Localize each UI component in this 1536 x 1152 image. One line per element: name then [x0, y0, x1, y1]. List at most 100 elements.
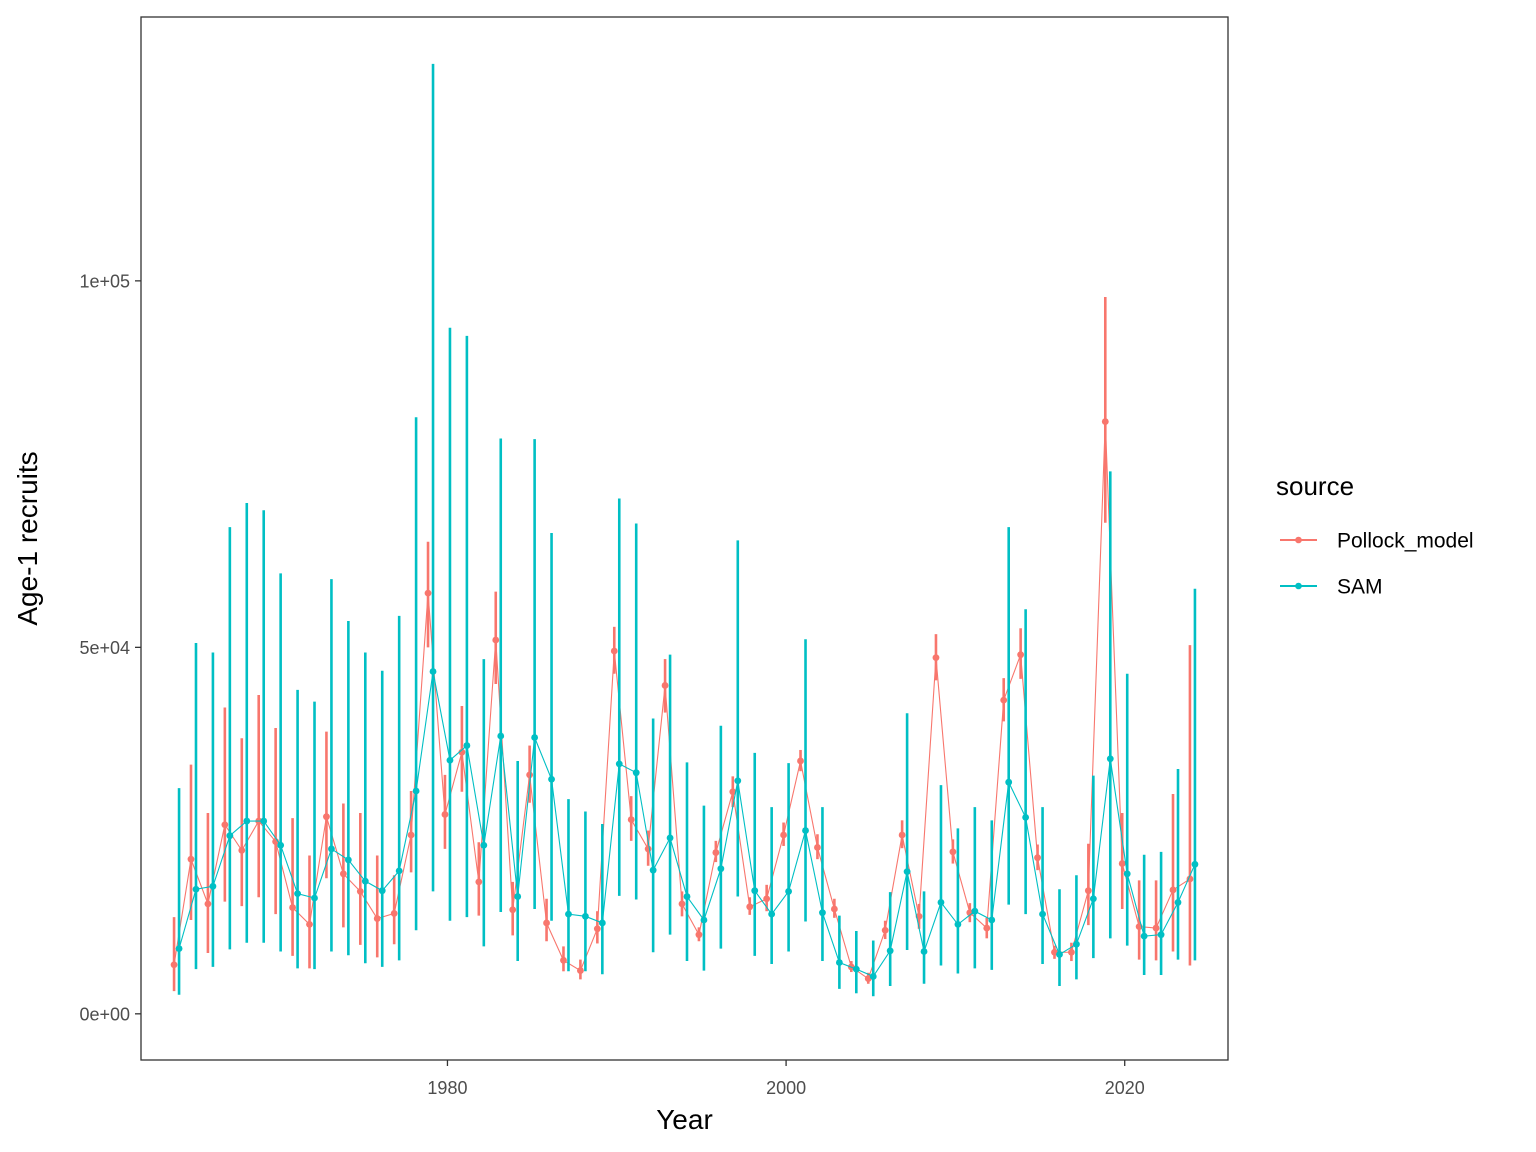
pollock-model-point: [1169, 886, 1177, 894]
sam-point: [615, 760, 623, 768]
sam-point: [869, 973, 877, 980]
sam-point: [954, 921, 962, 928]
sam-point: [920, 948, 928, 955]
sam-point: [395, 867, 403, 875]
pollock-model-point: [221, 821, 229, 829]
pollock-model-point: [695, 931, 703, 939]
sam-point: [819, 909, 826, 917]
pollock-model-point: [661, 682, 669, 689]
sam-point: [294, 890, 301, 898]
pollock-model-point: [441, 811, 449, 818]
pollock-model-point: [289, 904, 296, 911]
sam-point: [243, 817, 251, 825]
sam-point: [1140, 932, 1148, 940]
pollock-model-point: [306, 921, 313, 928]
sam-point: [886, 947, 894, 955]
pollock-model-point: [881, 926, 889, 934]
pollock-model-point: [323, 813, 330, 821]
sam-point: [852, 965, 860, 973]
pollock-model-point: [1084, 887, 1092, 895]
x-axis-title: Year: [656, 1104, 713, 1135]
pollock-model-point: [170, 961, 178, 969]
pollock-model-point: [492, 636, 500, 644]
sam-point: [192, 885, 200, 893]
legend-key-point-sam: [1295, 582, 1302, 590]
x-tick-label: 2020: [1105, 1078, 1145, 1098]
pollock-model-point: [1068, 948, 1075, 956]
pollock-model-point: [763, 895, 771, 903]
pollock-model-point: [204, 900, 212, 908]
sam-point: [565, 910, 572, 918]
pollock-model-point: [830, 905, 838, 913]
sam-point: [378, 887, 386, 895]
sam-point: [361, 877, 369, 885]
legend-label-pollock-model: Pollock_model: [1337, 530, 1474, 553]
pollock-model-point: [458, 748, 466, 756]
sam-point: [1174, 899, 1182, 906]
pollock-model-point: [627, 816, 635, 823]
y-tick-label: 0e+00: [79, 1004, 130, 1024]
pollock-model-point: [1152, 924, 1160, 932]
sam-point: [260, 817, 268, 825]
series-sam: [175, 63, 1199, 997]
y-axis-title: Age-1 recruits: [12, 451, 43, 625]
sam-point: [226, 832, 234, 840]
y-tick-label: 5e+04: [79, 638, 130, 658]
sam-point: [1123, 870, 1131, 878]
sam-point: [666, 834, 674, 842]
pollock-model-point: [983, 924, 991, 932]
legend-item-pollock-model: Pollock_model: [1280, 530, 1474, 553]
sam-point: [1039, 910, 1046, 918]
sam-point: [497, 732, 505, 740]
x-axis: 1980 2000 2020: [427, 1060, 1145, 1098]
pollock-model-point: [949, 848, 957, 856]
pollock-model-point: [577, 967, 584, 974]
y-axis: 0e+00 5e+04 1e+05: [79, 271, 141, 1024]
pollock-model-point: [407, 831, 415, 839]
pollock-model-point: [509, 906, 517, 914]
sam-point: [598, 919, 606, 927]
legend-label-sam: SAM: [1337, 576, 1383, 599]
sam-point: [514, 893, 522, 900]
sam-point: [209, 882, 217, 890]
sam-point: [988, 916, 996, 924]
pollock-model-point: [746, 903, 754, 911]
pollock-model-point: [644, 845, 652, 853]
sam-point: [582, 912, 589, 920]
pollock-model-point: [814, 844, 821, 851]
pollock-model-point: [593, 925, 601, 933]
sam-point: [1056, 951, 1063, 958]
pollock-model-point: [356, 888, 364, 895]
pollock-model-point: [780, 831, 787, 839]
series-layer: [170, 63, 1199, 997]
sam-point: [971, 907, 979, 915]
sam-point: [344, 856, 352, 864]
pollock-model-point: [1101, 418, 1109, 425]
pollock-model-point: [729, 788, 737, 796]
sam-point: [632, 769, 640, 777]
sam-point: [903, 868, 911, 876]
legend: source Pollock_model SAM: [1276, 471, 1474, 599]
sam-point: [1089, 895, 1097, 903]
pollock-model-point: [560, 956, 567, 964]
legend-key-point-pollock-model: [1295, 536, 1302, 544]
sam-point: [446, 756, 454, 764]
x-tick-label: 1980: [427, 1078, 467, 1098]
pollock-model-point: [424, 589, 432, 597]
sam-point: [1005, 778, 1013, 786]
pollock-model-point: [610, 647, 618, 655]
pollock-model-point: [339, 870, 347, 878]
sam-point: [937, 899, 945, 906]
sam-point: [480, 841, 488, 849]
sam-point: [311, 894, 318, 902]
pollock-model-point: [187, 855, 195, 863]
pollock-model-point: [1034, 854, 1041, 862]
sam-point: [463, 742, 471, 749]
sam-point: [1191, 860, 1199, 868]
pollock-model-point: [390, 910, 398, 917]
pollock-model-point: [932, 654, 940, 662]
sam-point: [412, 787, 420, 795]
legend-item-sam: SAM: [1280, 576, 1383, 599]
